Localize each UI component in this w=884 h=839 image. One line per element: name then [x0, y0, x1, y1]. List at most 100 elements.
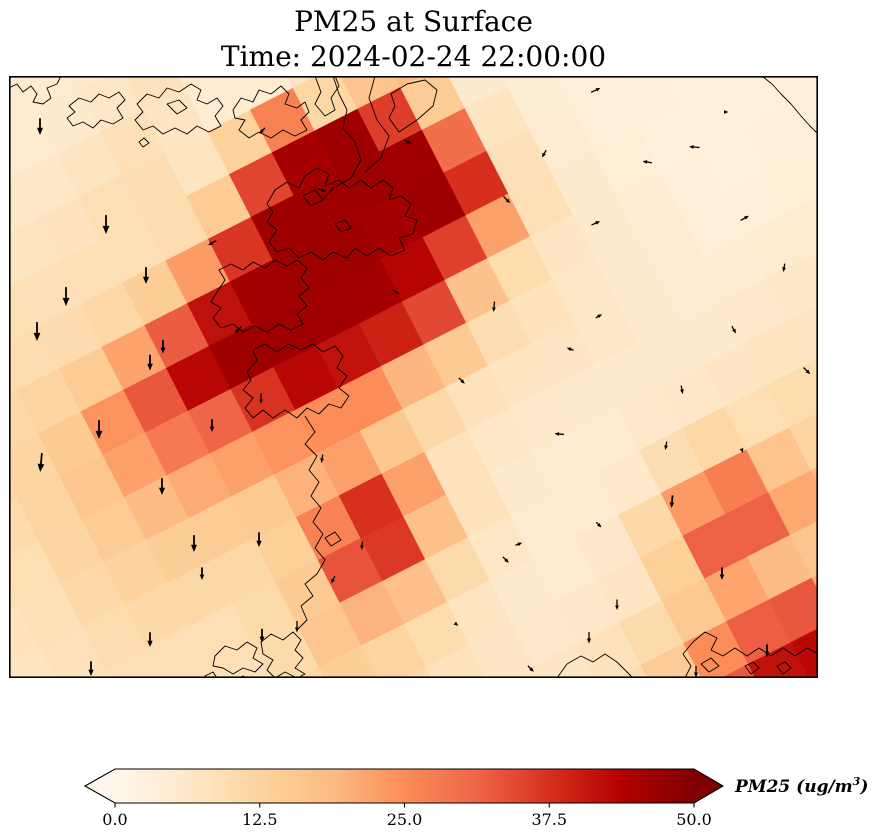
heatmap-cell	[722, 76, 788, 129]
heatmap-cell	[594, 235, 661, 301]
heatmap-cell	[315, 215, 381, 282]
heatmap-cell	[508, 278, 575, 345]
colorbar-label: PM25 (ug/m3)	[734, 775, 868, 797]
wind-arrow	[320, 454, 324, 463]
wind-arrow-layer	[33, 87, 811, 678]
heatmap-cell	[424, 429, 490, 496]
heatmap-cell	[79, 282, 146, 348]
wind-arrow	[642, 160, 652, 164]
coastline-path	[138, 137, 150, 148]
heatmap-cell	[596, 557, 663, 623]
heatmap-cell	[14, 153, 80, 220]
heatmap-cell	[9, 282, 38, 349]
heatmap-cell	[660, 470, 727, 537]
heatmap-cell	[274, 559, 341, 626]
heatmap-cell	[295, 387, 361, 454]
wind-arrow	[234, 326, 242, 334]
heatmap-cell	[680, 191, 746, 258]
heatmap-cell	[532, 536, 599, 602]
heatmap-cell	[722, 169, 789, 236]
heatmap-cell	[144, 303, 210, 369]
heatmap-cell	[617, 385, 683, 451]
heatmap-cell	[530, 321, 597, 388]
heatmap-cell	[210, 538, 277, 605]
heatmap-cell	[768, 577, 818, 644]
heatmap-cell	[101, 324, 168, 391]
heatmap-cell	[37, 411, 104, 477]
heatmap-cell	[146, 625, 213, 678]
heatmap-cell	[381, 451, 448, 518]
heatmap-cell	[402, 386, 469, 453]
heatmap-cell	[207, 109, 273, 175]
heatmap-cell	[382, 558, 448, 625]
heatmap-cell	[337, 365, 404, 432]
wind-arrow	[458, 377, 465, 384]
heatmap-cell	[529, 214, 596, 280]
heatmap-cell	[316, 430, 383, 497]
heatmap-cell	[57, 239, 124, 305]
heatmap-cell	[682, 513, 749, 580]
heatmap-cell	[489, 558, 556, 624]
heatmap-cell	[614, 76, 681, 129]
heatmap-cell	[553, 471, 620, 538]
heatmap-cell	[572, 192, 639, 259]
wind-arrow	[391, 289, 400, 294]
coastline-path	[242, 343, 350, 419]
coastline-path	[66, 91, 126, 129]
heatmap-cell	[294, 280, 360, 347]
heatmap-cell	[252, 409, 319, 476]
heatmap-cell	[360, 516, 427, 582]
wind-arrow	[503, 196, 511, 204]
heatmap-cell	[638, 428, 705, 494]
heatmap-cell	[400, 172, 467, 238]
wind-arrow	[160, 339, 166, 354]
heatmap-cell	[766, 255, 818, 322]
heatmap-cell	[124, 474, 190, 541]
wind-arrow	[360, 541, 364, 550]
wind-arrow	[190, 535, 198, 552]
heatmap-cell	[765, 148, 818, 214]
heatmap-cell	[745, 319, 812, 386]
heatmap-cell	[442, 76, 509, 109]
heatmap-cell	[59, 453, 126, 520]
wind-arrow	[294, 620, 300, 633]
heatmap-cell	[336, 151, 402, 217]
heatmap-cell	[511, 600, 578, 667]
heatmap-cell	[400, 76, 466, 131]
wind-arrow	[689, 145, 700, 149]
heatmap-cell	[507, 76, 573, 130]
heatmap-cell	[208, 324, 275, 390]
heatmap-cell	[13, 76, 80, 113]
heatmap-cell	[703, 449, 770, 515]
heatmap-cell	[468, 622, 535, 678]
heatmap-cell	[552, 364, 619, 430]
heatmap-cell	[273, 344, 339, 411]
heatmap-cell	[209, 431, 276, 497]
wind-arrow	[199, 567, 205, 580]
heatmap-cell	[295, 495, 362, 561]
wind-arrow	[782, 263, 786, 272]
title-line2: Time: 2024-02-24 22:00:00	[220, 40, 607, 73]
heatmap-cell	[15, 368, 82, 435]
heatmap-cell	[724, 384, 791, 451]
heatmap-cell	[317, 537, 384, 604]
coastline-layer	[9, 76, 818, 678]
heatmap-cell	[9, 540, 62, 606]
wind-arrow	[566, 347, 574, 352]
heatmap-cell	[361, 623, 427, 678]
heatmap-cell	[143, 195, 210, 262]
heatmap-layer	[9, 76, 818, 678]
heatmap-cell	[725, 491, 791, 558]
heatmap-cell	[573, 299, 640, 366]
wind-arrow	[102, 215, 110, 234]
heatmap-cell	[443, 150, 510, 217]
heatmap-cell	[78, 174, 145, 241]
heatmap-cell	[464, 85, 531, 152]
wind-arrow	[595, 314, 603, 319]
heatmap-cell	[422, 215, 489, 281]
heatmap-cell	[616, 277, 682, 344]
heatmap-cell	[743, 105, 810, 171]
heatmap-cell	[747, 641, 814, 678]
heatmap-cell	[550, 76, 616, 108]
